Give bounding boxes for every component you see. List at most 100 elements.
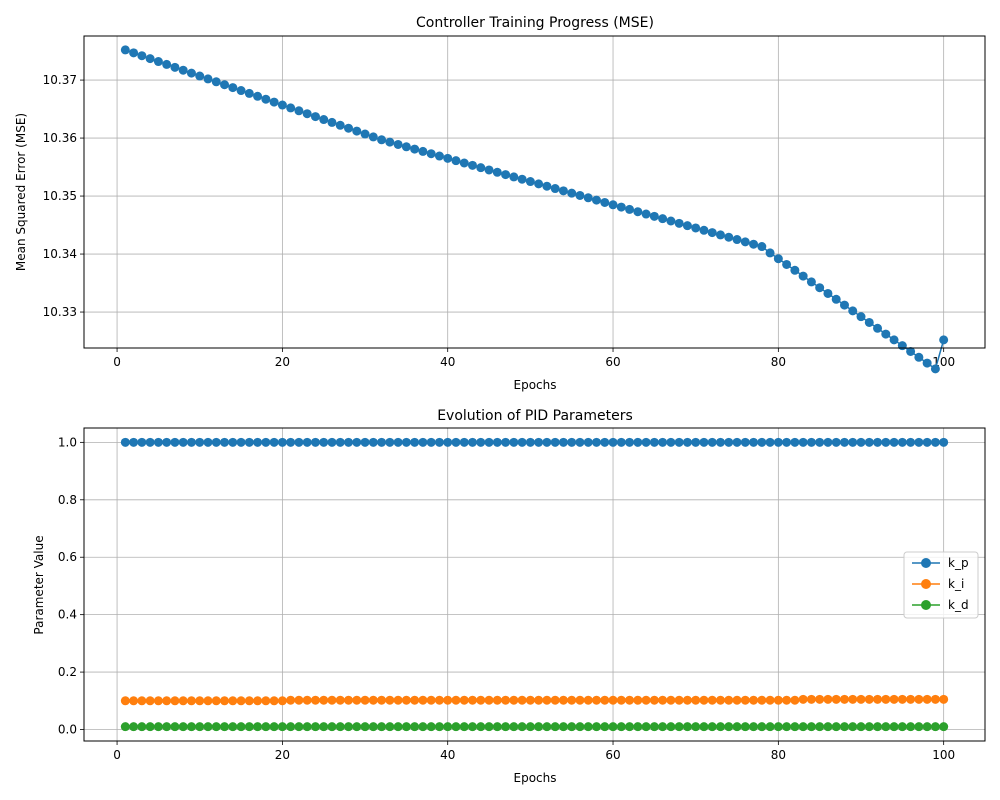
data-point	[137, 51, 147, 61]
data-point	[740, 237, 750, 247]
data-point	[286, 437, 296, 447]
data-point	[856, 722, 866, 732]
pid-chart-y-axis-label: Parameter Value	[32, 535, 46, 634]
data-point	[261, 94, 271, 104]
mse-chart: Controller Training Progress (MSE) 0 20 40…	[14, 15, 986, 392]
data-point	[881, 694, 891, 704]
data-point	[385, 695, 395, 705]
data-point	[608, 200, 618, 210]
data-point	[137, 722, 147, 732]
data-point	[749, 437, 759, 447]
data-point	[335, 437, 345, 447]
data-point	[889, 335, 899, 345]
data-point	[434, 695, 444, 705]
data-point	[583, 722, 593, 732]
data-point	[451, 695, 461, 705]
data-point	[682, 221, 692, 231]
data-point	[145, 696, 155, 706]
data-point	[600, 437, 610, 447]
data-point	[608, 437, 618, 447]
data-point	[699, 225, 709, 235]
data-point	[534, 437, 544, 447]
x-tick-label: 60	[605, 355, 620, 369]
data-point	[608, 722, 618, 732]
data-point	[277, 100, 287, 110]
data-point	[782, 437, 792, 447]
data-point	[674, 722, 684, 732]
legend-marker-k-p	[921, 558, 931, 568]
data-point	[170, 722, 180, 732]
data-point	[798, 437, 808, 447]
data-point	[889, 722, 899, 732]
data-point	[162, 722, 172, 732]
data-point	[228, 722, 238, 732]
x-tick-label: 80	[771, 355, 786, 369]
data-point	[649, 722, 659, 732]
data-point	[434, 151, 444, 161]
data-point	[120, 722, 130, 732]
data-point	[385, 437, 395, 447]
data-point	[517, 437, 527, 447]
data-point	[377, 135, 387, 145]
data-point	[509, 722, 519, 732]
data-point	[385, 137, 395, 147]
data-point	[815, 722, 825, 732]
data-point	[815, 283, 825, 293]
data-point	[401, 695, 411, 705]
data-point	[558, 695, 568, 705]
y-tick-label: 10.37	[43, 73, 77, 87]
data-point	[360, 695, 370, 705]
data-point	[310, 695, 320, 705]
data-point	[575, 722, 585, 732]
data-point	[410, 437, 420, 447]
data-point	[897, 694, 907, 704]
data-point	[492, 722, 502, 732]
data-point	[939, 694, 949, 704]
mse-chart-title: Controller Training Progress (MSE)	[416, 15, 654, 31]
data-point	[765, 695, 775, 705]
data-point	[170, 696, 180, 706]
pid-chart-title: Evolution of PID Parameters	[437, 408, 633, 424]
data-point	[525, 437, 535, 447]
data-point	[732, 695, 742, 705]
x-tick-label: 40	[440, 355, 455, 369]
data-point	[195, 722, 205, 732]
data-point	[873, 437, 883, 447]
data-point	[724, 695, 734, 705]
data-point	[749, 695, 759, 705]
data-point	[592, 722, 601, 732]
data-point	[906, 346, 916, 356]
data-point	[534, 179, 544, 189]
data-point	[393, 139, 403, 149]
data-point	[277, 696, 287, 706]
data-point	[864, 694, 874, 704]
data-point	[798, 722, 808, 732]
data-point	[889, 437, 899, 447]
data-point	[492, 167, 502, 177]
data-point	[550, 695, 560, 705]
data-point	[178, 65, 188, 75]
data-point	[145, 437, 155, 447]
legend-marker-k-d	[921, 600, 931, 610]
data-point	[881, 329, 891, 339]
data-point	[244, 696, 254, 706]
pid-chart: Evolution of PID Parameters 0 20 40 60 80 100…	[32, 408, 986, 785]
data-point	[583, 695, 593, 705]
data-point	[401, 437, 411, 447]
data-point	[715, 230, 725, 240]
data-point	[600, 695, 610, 705]
data-point	[228, 83, 238, 93]
data-point	[153, 437, 163, 447]
data-point	[715, 722, 725, 732]
data-point	[426, 437, 436, 447]
data-point	[286, 695, 296, 705]
data-point	[211, 722, 221, 732]
data-point	[649, 695, 659, 705]
data-point	[724, 232, 734, 242]
data-point	[939, 437, 949, 447]
data-point	[633, 207, 643, 217]
data-point	[567, 188, 577, 198]
data-point	[401, 722, 411, 732]
